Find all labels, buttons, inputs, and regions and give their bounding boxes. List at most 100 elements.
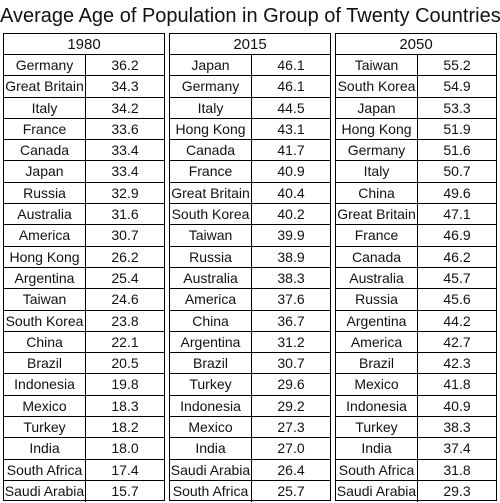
age-value-cell: 55.2 [443,57,471,73]
table-row: Turkey 18.2 [4,417,164,439]
country-cell: South Korea [4,310,86,331]
age-value-cell: 15.7 [111,482,139,499]
age-value-cell: 37.6 [277,291,305,308]
country-cell: America [4,225,86,246]
country-cell: Canada [336,246,418,267]
age-value-cell: 24.6 [111,291,139,308]
age-value-cell: 23.8 [111,312,139,329]
year-header: 2050 [336,34,496,55]
country-cell: Australia [170,267,252,289]
table-row: Russia 38.9 [170,246,330,268]
age-value-cell: 30.7 [277,355,305,372]
age-value-cell: 45.6 [443,291,471,308]
table-row: Italy 50.7 [336,161,496,183]
age-value-cell: 46.1 [277,57,305,73]
country-cell: Taiwan [4,289,86,310]
country-cell: Mexico [336,374,418,395]
table-row: Italy 44.5 [170,97,330,119]
age-value-cell: 46.2 [443,248,471,265]
age-value-cell: 22.1 [111,333,139,350]
age-value-cell: 41.8 [443,376,471,393]
table-row: India 18.0 [4,438,164,460]
age-value-cell: 43.1 [277,120,305,137]
country-cell: France [170,161,252,182]
country-cell: Great Britain [4,76,86,97]
country-cell: China [336,182,418,204]
age-value-cell: 18.3 [111,397,139,414]
country-cell: South Korea [170,204,252,225]
age-value-cell: 42.7 [443,333,471,350]
table-row: America 37.6 [170,289,330,311]
country-cell: Indonesia [170,395,252,417]
age-value-cell: 41.7 [277,142,305,159]
country-cell: China [4,331,86,353]
age-value-cell: 27.3 [277,419,305,436]
country-cell: Germany [170,76,252,97]
country-cell: Australia [4,204,86,225]
table-row: China 22.1 [4,331,164,354]
country-cell: Germany [336,140,418,161]
table-row: Turkey 38.3 [336,417,496,439]
table-row: Hong Kong 26.2 [4,246,164,268]
age-value-cell: 36.2 [111,57,139,73]
country-cell: China [170,310,252,331]
age-value-cell: 27.0 [277,440,305,457]
age-value-cell: 44.2 [443,312,471,329]
age-value-cell: 32.9 [111,184,139,201]
table-row: Hong Kong 51.9 [336,118,496,141]
age-value-cell: 40.9 [443,397,471,414]
country-cell: Russia [4,182,86,204]
country-cell: India [4,438,86,459]
country-cell: Taiwan [336,55,418,76]
age-value-cell: 40.4 [277,184,305,201]
country-cell: India [170,438,252,459]
table-row: Taiwan 55.2 [336,55,496,77]
country-cell: South Africa [4,459,86,480]
country-cell: Brazil [336,353,418,374]
year-block-2050: 2050 Taiwan 55.2 South Korea 54.9 Japan 53.3 Ho… [335,33,497,503]
age-value-cell: 31.2 [277,333,305,350]
table-row: South Korea 23.8 [4,310,164,332]
table-row: Saudi Arabia 15.7 [4,480,164,503]
table-row: Canada 46.2 [336,246,496,268]
year-block-2015: 2015 Japan 46.1 Germany 46.1 Italy 44.5 Hong Ko… [169,33,331,503]
table-row: Japan 33.4 [4,161,164,183]
age-value-cell: 47.1 [443,206,471,223]
table-row: Brazil 20.5 [4,353,164,375]
age-value-cell: 25.4 [111,269,139,286]
country-cell: Mexico [4,395,86,417]
country-cell: France [4,118,86,140]
table-row: Saudi Arabia 26.4 [170,459,330,481]
age-value-cell: 31.6 [111,206,139,223]
table-row: China 36.7 [170,310,330,332]
country-cell: Indonesia [4,374,86,395]
age-value-cell: 36.7 [277,312,305,329]
age-value-cell: 18.2 [111,419,139,436]
age-value-cell: 46.9 [443,227,471,244]
country-cell: Hong Kong [4,246,86,267]
table-row: Germany 36.2 [4,55,164,77]
table-row: Germany 46.1 [170,76,330,98]
age-value-cell: 45.7 [443,269,471,286]
age-value-cell: 19.8 [111,376,139,393]
country-cell: Russia [170,246,252,267]
country-cell: America [336,331,418,353]
table-row: Great Britain 40.4 [170,182,330,205]
table-row: Taiwan 24.6 [4,289,164,311]
table-row: Russia 32.9 [4,182,164,205]
age-value-cell: 26.4 [277,461,305,478]
country-cell: Argentina [170,331,252,353]
country-cell: South Africa [170,480,252,503]
country-cell: Great Britain [336,204,418,225]
table-row: Taiwan 39.9 [170,225,330,247]
table-row: Italy 34.2 [4,97,164,119]
country-cell: India [336,438,418,459]
table-row: South Korea 54.9 [336,76,496,98]
country-cell: Saudi Arabia [4,480,86,503]
age-value-cell: 38.9 [277,248,305,265]
age-value-cell: 33.4 [111,163,139,180]
country-cell: Indonesia [336,395,418,417]
country-cell: South Africa [336,459,418,480]
age-value-cell: 53.3 [443,99,471,116]
table-row: China 49.6 [336,182,496,205]
